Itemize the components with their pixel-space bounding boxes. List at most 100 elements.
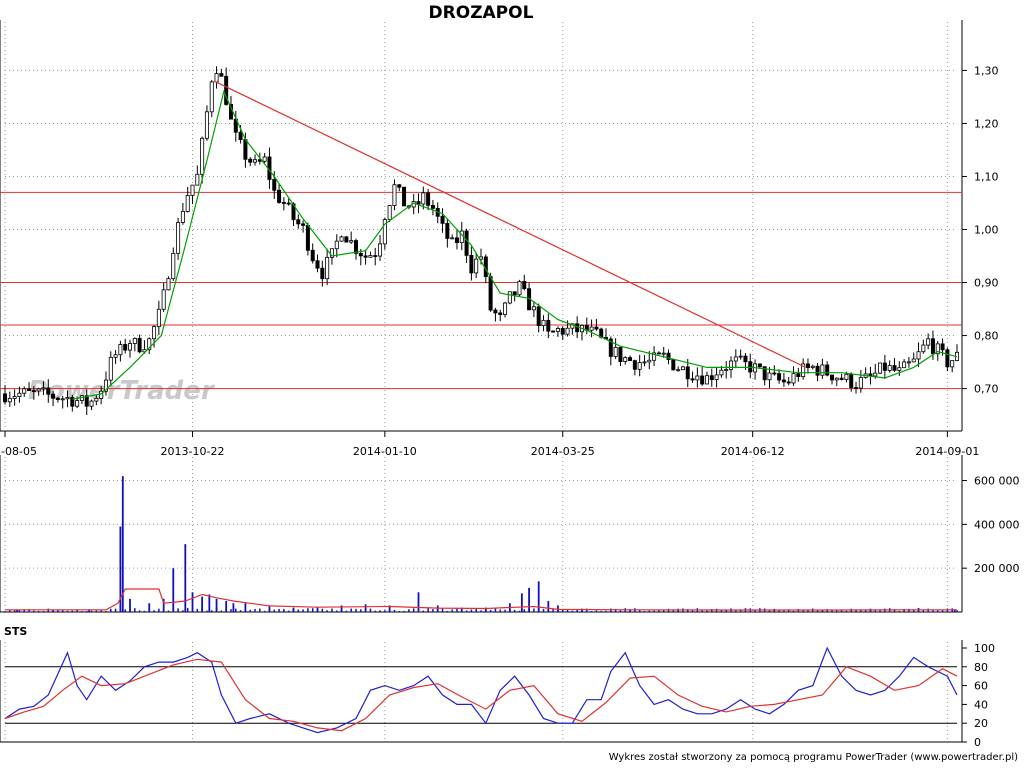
date-tick-label: 2014-09-01 [915,445,979,458]
candle [277,184,282,204]
candle [695,367,700,388]
candle [671,358,676,371]
candle [834,377,839,386]
footer-credit: Wykres został stworzony za pomocą progra… [609,752,1018,763]
candle [421,186,426,210]
candle [820,358,825,379]
candle [666,349,671,365]
candle [310,243,315,264]
candle [363,249,368,265]
volume-panel: 200 000 400 000 600 000 [0,455,1020,613]
candle [854,381,859,394]
candle [286,198,291,206]
candle [517,279,522,297]
candle [392,179,397,211]
candle [926,333,931,350]
watermark-logo: PowerTrader [28,376,216,406]
sts-tick-label: 60 [974,680,988,693]
candle [632,359,637,376]
candle [709,368,714,387]
sts-panel: 0 20 40 60 80 100 STS [0,625,995,749]
candle [652,346,657,367]
candle [628,355,633,362]
candle [176,217,181,260]
candle [180,202,185,225]
candle [777,369,782,384]
candle [560,326,565,341]
candle [733,349,738,369]
sts-tick-label: 100 [974,642,995,655]
candle [349,231,354,244]
candle [55,396,60,403]
moving-average-line [72,89,958,400]
candle [618,346,623,367]
candle [714,366,719,388]
candle [60,395,65,409]
candle [387,204,392,223]
watermark-text: PowerTrader [28,376,216,406]
volume-average-line [5,588,957,611]
candle [373,247,378,266]
candle [493,307,498,322]
candle [219,68,224,77]
date-tick-label: 2014-06-12 [721,445,785,458]
sts-tick-label: 0 [974,736,981,749]
candle [296,214,301,229]
candle [656,351,661,355]
candle [796,367,801,382]
candle [762,366,767,386]
candle [344,236,349,243]
candle [839,373,844,381]
candle [7,391,12,407]
candle [541,315,546,332]
candle [65,390,70,408]
candle [51,390,56,407]
candle [253,154,258,166]
candle [166,276,171,291]
candle [368,251,373,258]
candle [680,365,685,371]
candle [204,105,209,141]
candle [209,79,214,118]
candle [546,313,551,339]
price-tick-label: 1,30 [974,64,999,77]
candle [152,325,157,348]
sts-tick-label: 80 [974,661,988,674]
candle [474,252,479,279]
price-tick-label: 0,80 [974,330,999,343]
price-tick-label: 0,90 [974,277,999,290]
candle [382,217,387,250]
candle [36,387,41,396]
candle [536,303,541,333]
date-tick-label: 2014-01-10 [353,445,417,458]
candle [767,367,772,388]
sts-tick-label: 40 [974,698,988,711]
candle [402,186,407,207]
candle [791,366,796,386]
candle [137,334,142,354]
sts-tick-label: 20 [974,717,988,730]
candle [132,337,137,352]
candle [892,358,897,373]
candle [161,282,166,312]
price-tick-label: 1,20 [974,117,999,130]
candle [200,136,205,184]
price-panel: PowerTrader 0,70 0,80 0,90 1,00 1,10 1,20 1,30… [0,3,999,458]
candle [27,382,32,392]
candle [89,399,94,411]
candle [950,360,955,373]
candle [781,372,786,387]
candle [128,339,133,358]
candle [454,229,459,250]
candle [858,369,863,393]
candle [911,352,916,363]
candle [676,366,681,372]
candle [41,381,46,396]
candle [450,234,455,240]
candle [195,165,200,186]
price-axis: 0,70 0,80 0,90 1,00 1,10 1,20 1,30 [962,64,999,396]
candle [531,301,536,318]
candle [469,246,474,281]
sts-grid [0,640,963,743]
